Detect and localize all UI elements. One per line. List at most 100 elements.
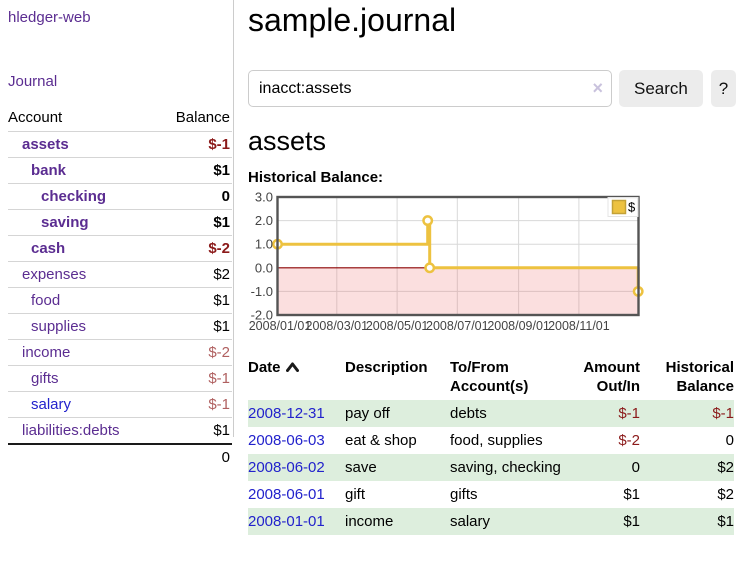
svg-text:2008/11/01: 2008/11/01 [548,319,610,333]
account-link-checking[interactable]: checking [41,188,107,205]
register-header-amount: Amount Out/In [583,359,640,395]
svg-text:2008/05/01: 2008/05/01 [366,319,429,333]
brand-link[interactable]: hledger-web [8,9,91,26]
svg-text:0.0: 0.0 [255,260,273,275]
account-balance: $-1 [156,365,232,392]
clear-search-icon[interactable]: × [592,78,603,98]
transaction-description: save [345,459,377,476]
transaction-date-link[interactable]: 2008-12-31 [248,405,325,422]
chart-title: Historical Balance: [248,169,384,186]
account-link-cash[interactable]: cash [31,240,66,257]
account-balance: $2 [156,261,232,288]
account-row: salary $-1 [8,391,232,418]
main-content: sample.journal × Search ? assets Histori… [248,0,736,535]
account-row: expenses $2 [8,261,232,288]
date-header-label: Date [248,359,281,376]
transaction-accounts: gifts [450,486,478,503]
transaction-amount: $1 [623,486,640,503]
sidebar-item-journal[interactable]: Journal [8,73,58,90]
account-row: bank $1 [8,157,232,184]
transaction-balance: $2 [717,486,734,503]
transaction-description: eat & shop [345,432,417,449]
accounts-total-balance: 0 [156,443,232,470]
transaction-date-link[interactable]: 2008-01-01 [248,513,325,530]
svg-text:-2.0: -2.0 [251,308,273,323]
register-header-date[interactable]: Date [248,354,345,400]
search-form: × Search ? [248,70,736,107]
svg-text:2.0: 2.0 [255,213,273,228]
account-balance: $-2 [156,235,232,262]
account-link-liabilities-debts[interactable]: liabilities:debts [22,422,120,439]
register-row: 2008-06-02 save saving, checking 0 $2 [248,454,734,481]
register-row: 2008-06-01 gift gifts $1 $2 [248,481,734,508]
account-link-income[interactable]: income [22,344,71,361]
account-row: liabilities:debts $1 [8,417,232,444]
transaction-date-link[interactable]: 2008-06-02 [248,459,325,476]
y-axis-labels: 3.0 2.0 1.0 0.0 -1.0 -2.0 [251,190,273,323]
historical-balance-chart: $ 3.0 2.0 1.0 0.0 -1.0 -2.0 2008/01/01 2… [248,190,646,341]
accounts-header-account: Account [8,109,63,126]
plot-border [276,195,640,317]
accounts-header-balance: Balance [175,109,230,126]
account-row: food $1 [8,287,232,314]
account-link-assets[interactable]: assets [22,136,69,153]
account-row: gifts $-1 [8,365,232,392]
transaction-amount: 0 [631,459,640,476]
sort-ascending-icon [285,358,299,377]
account-row: supplies $1 [8,313,232,340]
transaction-date-link[interactable]: 2008-06-03 [248,432,325,449]
transaction-balance: $1 [717,513,734,530]
account-link-supplies[interactable]: supplies [31,318,87,335]
search-button[interactable]: Search [619,70,703,107]
transaction-date-link[interactable]: 2008-06-01 [248,486,325,503]
accounts-total-row: 0 [8,443,232,470]
transaction-description: gift [345,486,366,503]
account-balance: 0 [156,183,232,210]
account-row: assets $-1 [8,131,232,158]
transaction-balance: 0 [725,432,734,449]
transaction-amount: $1 [623,513,640,530]
register-header-accounts: To/From Account(s) [450,359,529,395]
account-balance: $1 [156,287,232,314]
account-balance: $1 [156,313,232,340]
svg-text:-1.0: -1.0 [251,284,273,299]
transaction-description: income [345,513,394,530]
svg-text:1.0: 1.0 [255,237,273,252]
transaction-amount: $-1 [618,405,640,422]
register-header-row: Date Description To/From Account(s) Amou… [248,354,734,400]
search-box: × [248,70,612,107]
account-link-food[interactable]: food [31,292,61,309]
account-link-saving[interactable]: saving [41,214,89,231]
accounts-table: Account Balance assets $-1 bank $1 check… [8,106,232,470]
sidebar-divider [233,0,234,437]
legend-swatch [611,199,627,215]
register-header-description: Description [345,359,428,376]
transaction-accounts: food, supplies [450,432,543,449]
account-row: income $-2 [8,339,232,366]
register-header-balance: Historical Balance [665,359,734,395]
register-row: 2008-06-03 eat & shop food, supplies $-2… [248,427,734,454]
account-balance: $-1 [156,391,232,418]
account-balance: $1 [156,417,232,444]
account-row: checking 0 [8,183,232,210]
account-row: cash $-2 [8,235,232,262]
search-input[interactable] [248,70,612,107]
svg-text:2008/03/01: 2008/03/01 [306,319,369,333]
account-balance: $1 [156,209,232,236]
help-button[interactable]: ? [710,70,736,107]
account-balance: $1 [156,157,232,184]
negative-region [277,267,639,315]
page-title: sample.journal [248,2,457,38]
account-link-gifts[interactable]: gifts [31,370,59,387]
register-row: 2008-12-31 pay off debts $-1 $-1 [248,400,734,427]
account-link-expenses[interactable]: expenses [22,266,87,283]
register-table: Date Description To/From Account(s) Amou… [248,354,734,535]
account-balance: $-1 [156,131,232,158]
account-link-salary[interactable]: salary [31,396,72,413]
account-link-bank[interactable]: bank [31,162,67,179]
svg-text:3.0: 3.0 [255,190,273,205]
accounts-table-header: Account Balance [8,106,232,132]
account-balance: $-2 [156,339,232,366]
x-axis-labels: 2008/01/01 2008/03/01 2008/05/01 2008/07… [249,319,610,333]
transaction-accounts: saving, checking [450,459,561,476]
